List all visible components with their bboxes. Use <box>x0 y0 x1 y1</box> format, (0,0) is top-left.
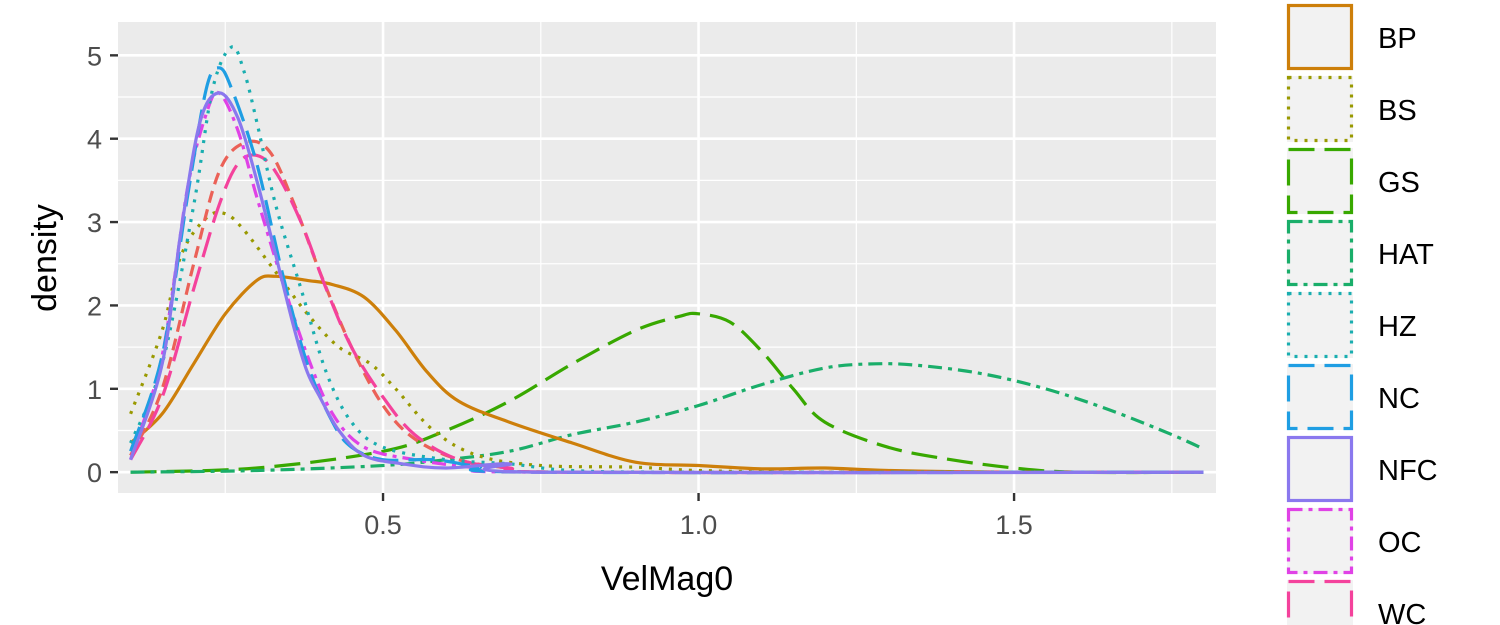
y-tick-label: 3 <box>87 208 102 238</box>
legend-key-bg <box>1287 220 1353 286</box>
legend-key-wc <box>1286 579 1354 625</box>
legend-key-bs <box>1286 75 1354 143</box>
legend-key-hat <box>1286 219 1354 287</box>
plot-panel <box>118 22 1216 493</box>
x-tick-label: 1.5 <box>995 510 1033 540</box>
y-tick-label: 2 <box>87 291 102 321</box>
legend-label-gs: GS <box>1378 167 1420 199</box>
density-lines <box>129 45 1205 475</box>
legend-label-nfc: NFC <box>1378 455 1438 487</box>
legend-key-bg <box>1287 436 1353 502</box>
y-tick-label: 5 <box>87 41 102 71</box>
legend-key-hz <box>1286 291 1354 359</box>
x-tick-label: 0.5 <box>364 510 402 540</box>
legend-key-bp <box>1286 3 1354 71</box>
y-axis-title: density <box>26 204 64 312</box>
density-line-nfc <box>129 91 1204 475</box>
legend-label-wc: WC <box>1378 599 1426 625</box>
y-tick-label: 1 <box>87 375 102 405</box>
legend-key-bg <box>1287 580 1353 625</box>
density-line-oc <box>129 90 1204 475</box>
y-tick-label: 0 <box>87 458 102 488</box>
legend-key-oc <box>1286 507 1354 575</box>
density-line-hat <box>130 362 1205 474</box>
legend-label-bs: BS <box>1378 95 1417 127</box>
legend-label-hat: HAT <box>1378 239 1434 271</box>
legend-key-gs <box>1286 147 1354 215</box>
legend-key-bg <box>1287 292 1353 358</box>
legend-label-hz: HZ <box>1378 311 1417 343</box>
x-axis: 0.5 1.0 1.5 <box>364 493 1033 540</box>
legend-key-bg <box>1287 148 1353 214</box>
legend-label-bp: BP <box>1378 23 1417 55</box>
y-axis: 0 1 2 3 4 5 <box>87 41 118 488</box>
legend-label-oc: OC <box>1378 527 1422 559</box>
legend-key-bg <box>1287 508 1353 574</box>
legend-label-nc: NC <box>1378 383 1420 415</box>
x-tick-label: 1.0 <box>680 510 718 540</box>
legend-key-bg <box>1287 76 1353 142</box>
legend-key-nfc <box>1286 435 1354 503</box>
density-line-gs <box>130 311 1204 475</box>
legend-key-nc <box>1286 363 1354 431</box>
legend-key-bg <box>1287 4 1353 70</box>
density-line-wc <box>129 153 1204 475</box>
legend-key-bg <box>1287 364 1353 430</box>
x-axis-title: VelMag0 <box>601 560 733 598</box>
density-line-bp <box>129 274 1204 474</box>
y-tick-label: 4 <box>87 125 102 155</box>
legend: BP BS GS HAT HZ NC NFC OC WC <box>1286 3 1438 625</box>
